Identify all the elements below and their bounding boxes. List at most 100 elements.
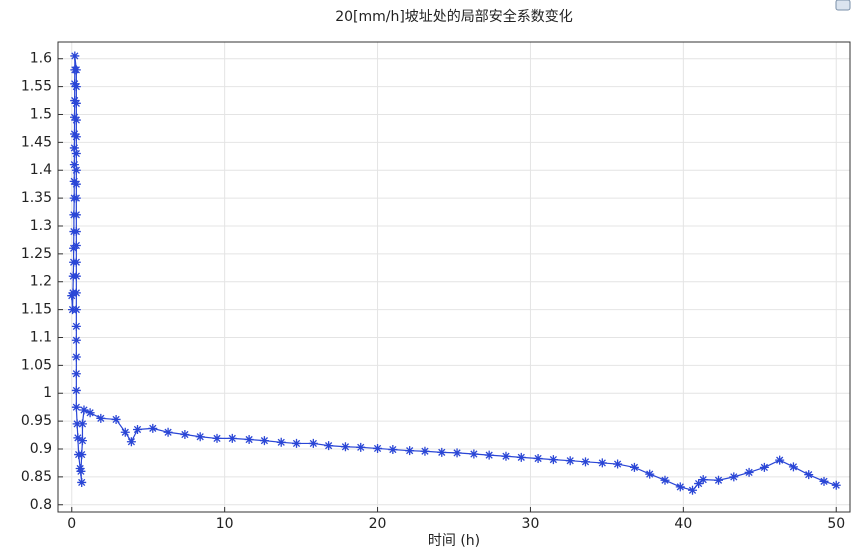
data-marker <box>71 288 81 298</box>
data-marker <box>71 240 81 250</box>
data-marker <box>437 447 447 457</box>
data-marker <box>580 457 590 467</box>
data-marker <box>675 482 685 492</box>
toolbar-icon[interactable] <box>835 0 851 11</box>
data-marker <box>71 369 81 379</box>
data-marker <box>70 129 80 139</box>
data-marker <box>71 402 81 412</box>
x-axis-label: 时间 (h) <box>428 533 480 549</box>
data-marker <box>388 445 398 455</box>
data-marker <box>373 443 383 453</box>
data-marker <box>469 449 479 459</box>
data-marker <box>71 271 81 281</box>
data-marker <box>71 257 81 267</box>
data-marker <box>660 475 670 485</box>
data-marker <box>698 475 708 485</box>
y-tick-label: 1.3 <box>30 218 52 234</box>
data-marker <box>120 427 130 437</box>
data-marker <box>163 427 173 437</box>
data-marker <box>516 452 526 462</box>
data-marker <box>292 438 302 448</box>
y-tick-label: 1.5 <box>30 106 52 122</box>
data-marker <box>819 476 829 486</box>
data-marker <box>744 467 754 477</box>
data-marker <box>597 458 607 468</box>
data-marker <box>775 455 785 465</box>
y-tick-label: 1.1 <box>30 329 52 345</box>
y-tick-label: 0.9 <box>30 441 52 457</box>
data-marker <box>71 165 81 175</box>
data-marker <box>71 335 81 345</box>
data-marker <box>308 438 318 448</box>
y-tick-label: 1.6 <box>30 51 52 67</box>
data-marker <box>71 115 81 125</box>
data-marker <box>71 179 81 189</box>
data-marker <box>831 480 841 490</box>
data-marker <box>71 132 81 142</box>
data-marker <box>96 413 106 423</box>
data-marker <box>729 472 739 482</box>
data-marker <box>71 385 81 395</box>
data-marker <box>324 441 334 451</box>
data-marker <box>759 462 769 472</box>
data-marker <box>484 450 494 460</box>
data-marker <box>714 475 724 485</box>
data-marker <box>69 160 79 170</box>
data-marker <box>111 414 121 424</box>
data-marker <box>195 432 205 442</box>
data-marker <box>71 352 81 362</box>
data-marker <box>133 424 143 434</box>
data-marker <box>73 433 83 443</box>
data-marker <box>71 321 81 331</box>
data-marker <box>694 479 704 489</box>
data-marker <box>77 419 87 429</box>
data-marker <box>126 437 136 447</box>
data-marker <box>70 51 80 61</box>
data-marker <box>70 112 80 122</box>
data-marker <box>613 459 623 469</box>
data-marker <box>356 442 366 452</box>
data-marker <box>180 430 190 440</box>
data-marker <box>244 435 254 445</box>
data-marker <box>148 423 158 433</box>
y-tick-label: 0.95 <box>21 413 52 429</box>
y-tick-label: 1.35 <box>21 190 52 206</box>
data-marker <box>69 143 79 153</box>
data-marker <box>71 210 81 220</box>
y-tick-label: 1.05 <box>21 357 52 373</box>
y-tick-label: 0.85 <box>21 469 52 485</box>
y-tick-label: 1 <box>43 385 52 401</box>
data-marker <box>420 446 430 456</box>
data-marker <box>629 462 639 472</box>
data-marker <box>77 450 87 460</box>
data-marker <box>70 96 80 106</box>
data-marker <box>85 408 95 418</box>
data-marker <box>70 79 80 89</box>
data-marker <box>67 291 77 301</box>
data-marker <box>645 469 655 479</box>
x-tick-label: 50 <box>827 516 845 532</box>
data-marker <box>79 405 89 415</box>
y-tick-label: 1.4 <box>30 162 52 178</box>
data-marker <box>71 193 81 203</box>
data-marker <box>71 227 81 237</box>
data-marker <box>804 470 814 480</box>
x-tick-label: 30 <box>522 516 540 532</box>
data-marker <box>71 65 81 75</box>
data-marker <box>259 436 269 446</box>
data-marker <box>340 442 350 452</box>
data-marker <box>75 464 85 474</box>
x-tick-label: 20 <box>369 516 387 532</box>
x-tick-label: 40 <box>674 516 692 532</box>
y-tick-label: 1.45 <box>21 134 52 150</box>
x-tick-label: 10 <box>216 516 234 532</box>
x-tick-label: 0 <box>67 516 76 532</box>
y-tick-label: 0.8 <box>30 497 52 513</box>
data-line <box>71 55 837 491</box>
data-marker <box>77 477 87 487</box>
data-marker <box>72 419 82 429</box>
data-marker <box>77 436 87 446</box>
data-marker <box>788 462 798 472</box>
data-marker <box>565 456 575 466</box>
